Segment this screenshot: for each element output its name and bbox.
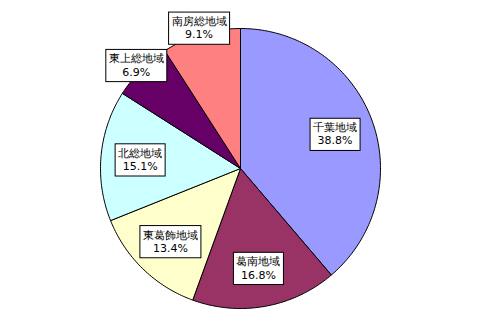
- svg-text:東上総地域6.9%: 東上総地域6.9%: [109, 52, 164, 78]
- svg-text:北総地域15.1%: 北総地域15.1%: [118, 147, 162, 173]
- svg-text:葛南地域16.8%: 葛南地域16.8%: [236, 255, 280, 281]
- svg-text:南房総地域9.1%: 南房総地域9.1%: [172, 15, 227, 41]
- svg-text:東葛飾地域13.4%: 東葛飾地域13.4%: [143, 229, 198, 255]
- svg-text:千葉地域38.8%: 千葉地域38.8%: [313, 121, 357, 147]
